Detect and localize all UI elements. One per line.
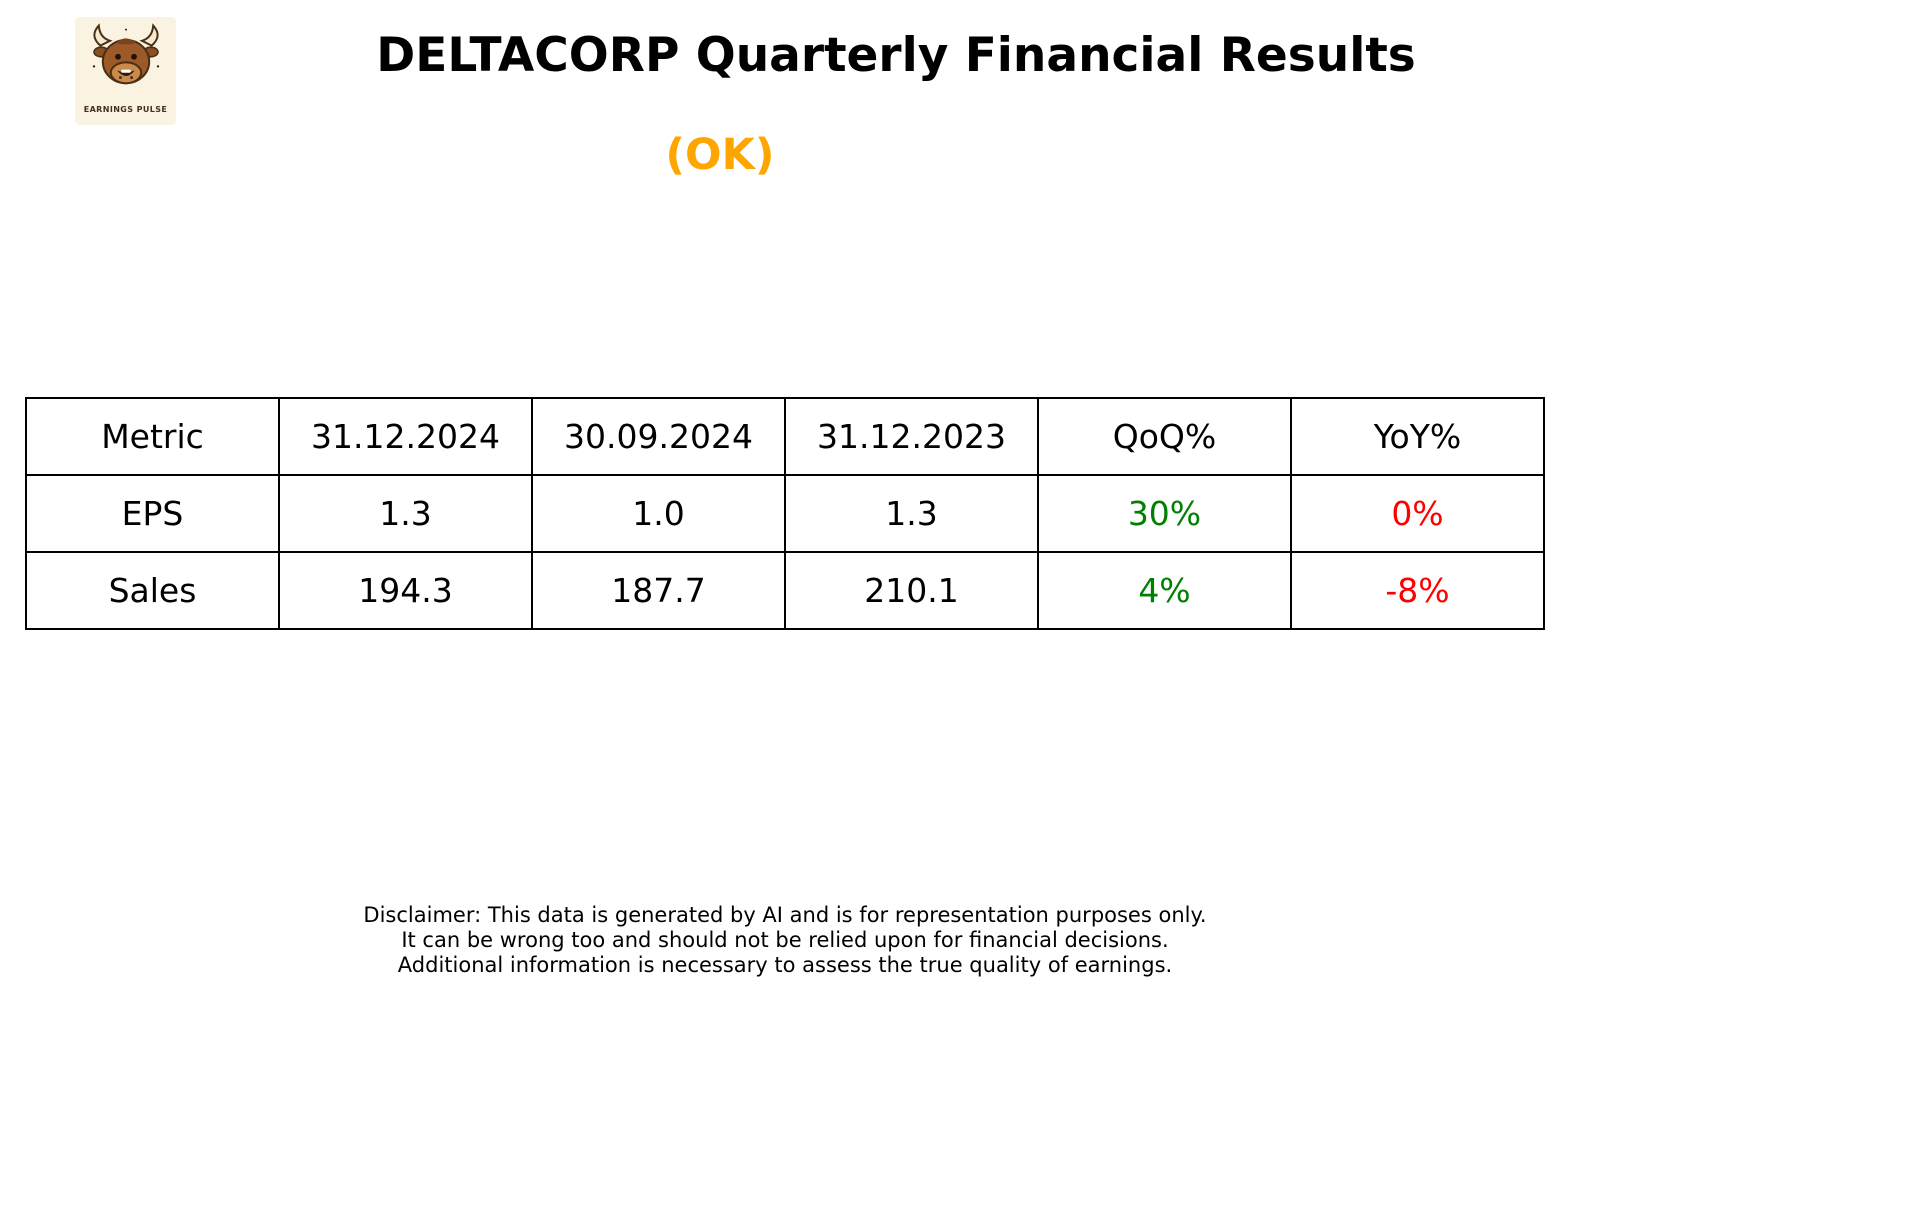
col-header-qoq: QoQ% bbox=[1037, 397, 1292, 476]
table-row-eps: EPS 1.3 1.0 1.3 30% 0% bbox=[25, 474, 1545, 553]
sales-metric-cell: Sales bbox=[25, 551, 280, 630]
col-header-metric: Metric bbox=[25, 397, 280, 476]
col-header-q-previous: 30.09.2024 bbox=[531, 397, 786, 476]
earnings-pulse-logo: EARNINGS PULSE bbox=[75, 17, 176, 125]
sales-q-previous-cell: 187.7 bbox=[531, 551, 786, 630]
results-table: Metric 31.12.2024 30.09.2024 31.12.2023 … bbox=[25, 397, 1545, 630]
eps-metric-cell: EPS bbox=[25, 474, 280, 553]
table-row-sales: Sales 194.3 187.7 210.1 4% -8% bbox=[25, 551, 1545, 630]
bull-icon bbox=[86, 17, 166, 104]
eps-q-previous-cell: 1.0 bbox=[531, 474, 786, 553]
sales-qoq-cell: 4% bbox=[1037, 551, 1292, 630]
disclaimer: Disclaimer: This data is generated by AI… bbox=[0, 903, 1570, 979]
table-header-row: Metric 31.12.2024 30.09.2024 31.12.2023 … bbox=[25, 397, 1545, 476]
sales-q-yearago-cell: 210.1 bbox=[784, 551, 1039, 630]
col-header-q-current: 31.12.2024 bbox=[278, 397, 533, 476]
logo-caption: EARNINGS PULSE bbox=[83, 105, 168, 114]
eps-q-current-cell: 1.3 bbox=[278, 474, 533, 553]
disclaimer-line-2: It can be wrong too and should not be re… bbox=[401, 928, 1169, 953]
col-header-yoy: YoY% bbox=[1290, 397, 1545, 476]
eps-q-yearago-cell: 1.3 bbox=[784, 474, 1039, 553]
page-title: DELTACORP Quarterly Financial Results bbox=[376, 28, 1416, 83]
disclaimer-line-3: Additional information is necessary to a… bbox=[397, 953, 1173, 978]
col-header-q-yearago: 31.12.2023 bbox=[784, 397, 1039, 476]
eps-qoq-cell: 30% bbox=[1037, 474, 1292, 553]
results-table-wrap: Metric 31.12.2024 30.09.2024 31.12.2023 … bbox=[25, 397, 1545, 630]
eps-yoy-cell: 0% bbox=[1290, 474, 1545, 553]
sales-yoy-cell: -8% bbox=[1290, 551, 1545, 630]
sales-q-current-cell: 194.3 bbox=[278, 551, 533, 630]
disclaimer-line-1: Disclaimer: This data is generated by AI… bbox=[363, 903, 1207, 927]
verdict-label: (OK) bbox=[665, 130, 775, 180]
